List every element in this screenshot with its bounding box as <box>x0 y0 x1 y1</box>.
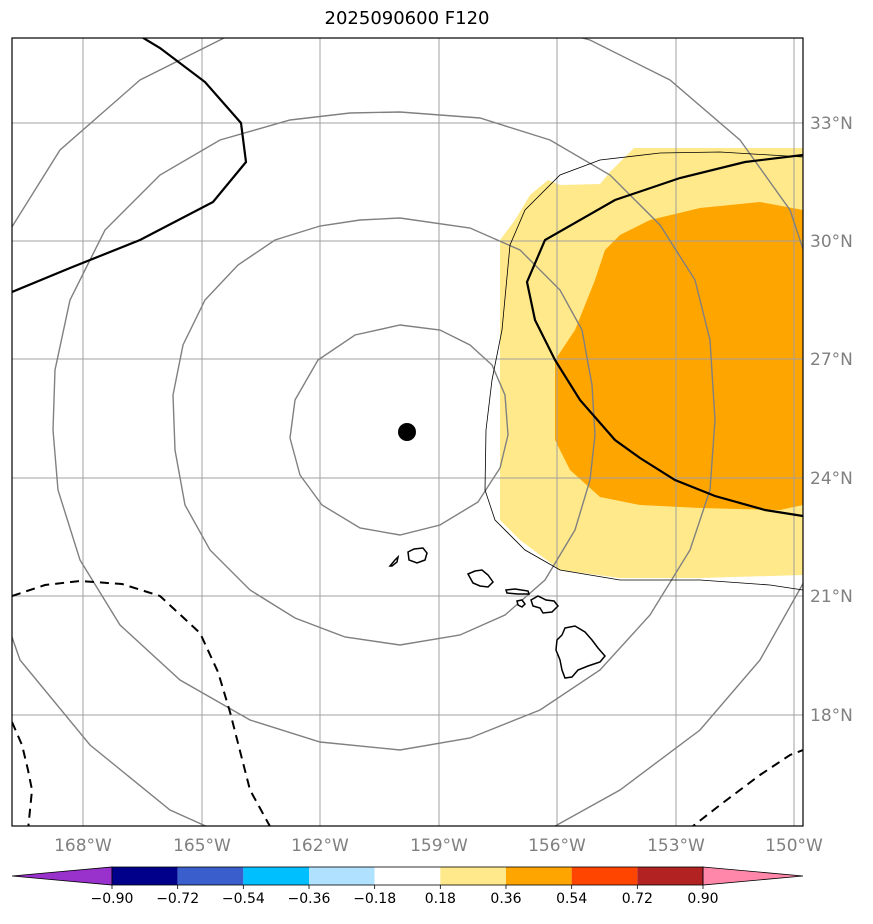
colorbar-segment <box>243 867 309 885</box>
lat-label: 18°N <box>810 706 853 726</box>
isobar-contours <box>12 38 803 826</box>
graticule <box>12 38 803 826</box>
lon-label: 159°W <box>410 836 468 856</box>
map-title: 2025090600 F120 <box>324 8 490 29</box>
hawaiian-islands <box>388 547 606 679</box>
lon-label: 168°W <box>54 836 112 856</box>
colorbar-tick-label: 0.72 <box>622 891 653 907</box>
longitude-labels: 168°W 165°W 162°W 159°W 156°W 153°W 150°… <box>54 836 823 856</box>
lat-label: 21°N <box>810 587 853 607</box>
lat-label: 27°N <box>810 350 853 370</box>
colorbar-segment <box>309 867 375 885</box>
lon-label: 162°W <box>291 836 349 856</box>
colorbar-tick-label: −0.36 <box>288 891 331 907</box>
colorbar-segment <box>440 867 506 885</box>
island-lanai <box>516 599 526 608</box>
isobar-ring-4 <box>12 38 803 826</box>
colorbar-segment <box>571 867 638 885</box>
colorbar-tick-label: 0.18 <box>425 891 456 907</box>
map-frame <box>11 37 804 827</box>
colorbar-tick-label: −0.72 <box>156 891 199 907</box>
isobar-ring-1 <box>289 324 509 536</box>
colorbar-segment <box>177 867 244 885</box>
lat-label: 24°N <box>810 469 853 489</box>
map-area <box>12 38 803 826</box>
island-molokai <box>504 588 531 595</box>
latitude-labels: 33°N 30°N 27°N 24°N 21°N 18°N <box>810 114 853 726</box>
colorbar: −0.90 −0.72 −0.54 −0.36 −0.18 0.18 0.36 0.54 0.7… <box>11 866 804 907</box>
low-center-marker <box>398 423 416 441</box>
colorbar-extend-high <box>702 866 804 886</box>
colorbar-extend-low <box>11 866 113 886</box>
dashed-contour-southeast <box>691 749 803 826</box>
isobar-ring-3 <box>52 111 716 751</box>
colorbar-tick-label: 0.36 <box>490 891 521 907</box>
dashed-contour-west-edge <box>12 721 34 826</box>
lat-label: 30°N <box>810 232 853 252</box>
lon-label: 153°W <box>647 836 705 856</box>
dashed-contour-southwest <box>12 579 271 826</box>
lon-label: 156°W <box>528 836 586 856</box>
colorbar-tick-label: −0.18 <box>353 891 396 907</box>
colorbar-segment <box>112 867 178 885</box>
island-oahu <box>466 569 494 588</box>
colorbar-frame <box>111 866 704 886</box>
anomaly-strong-fill <box>555 202 803 510</box>
colorbar-segment <box>637 867 703 885</box>
lat-label: 33°N <box>810 114 853 134</box>
colorbar-tick-label: 0.54 <box>556 891 587 907</box>
island-niihau <box>388 554 400 567</box>
colorbar-tick-label: 0.90 <box>687 891 718 907</box>
colorbar-segment <box>374 867 441 885</box>
island-hawaii <box>555 625 606 679</box>
isobar-ring-2 <box>172 217 596 646</box>
lon-label: 150°W <box>765 836 823 856</box>
colorbar-tick-label: −0.54 <box>222 891 265 907</box>
island-kauai <box>407 547 428 564</box>
colorbar-tick-label: −0.90 <box>91 891 134 907</box>
thick-contour-east <box>525 153 803 518</box>
thick-contour-northwest <box>12 38 248 294</box>
island-maui <box>530 595 560 614</box>
colorbar-segment <box>506 867 572 885</box>
anomaly-outline-contour <box>484 151 803 591</box>
lon-label: 165°W <box>173 836 231 856</box>
